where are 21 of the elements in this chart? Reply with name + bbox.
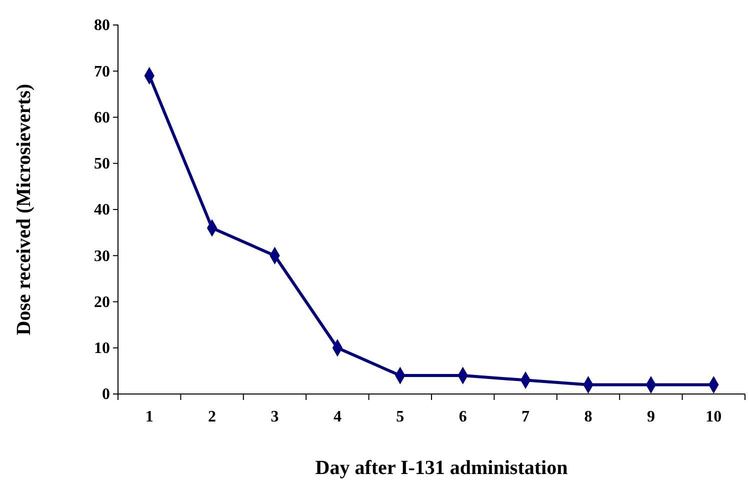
x-tick-label: 7 bbox=[522, 408, 530, 426]
y-tick-label: 40 bbox=[94, 202, 110, 219]
y-axis-title: Dose received (Microsieverts) bbox=[13, 84, 35, 336]
x-tick-label: 3 bbox=[270, 408, 279, 426]
y-tick-label: 50 bbox=[94, 155, 110, 172]
y-tick-label: 30 bbox=[94, 248, 110, 265]
x-axis-title: Day after I-131 administation bbox=[315, 457, 568, 479]
x-tick-label: 9 bbox=[646, 408, 655, 426]
y-tick-label: 0 bbox=[102, 386, 110, 404]
x-tick-label: 5 bbox=[396, 408, 404, 426]
x-tick-label: 10 bbox=[706, 408, 722, 426]
y-tick-label: 10 bbox=[94, 340, 110, 357]
y-tick-label: 60 bbox=[94, 109, 110, 126]
y-tick-label: 20 bbox=[94, 294, 110, 311]
x-tick-label: 8 bbox=[584, 408, 592, 426]
x-tick-label: 2 bbox=[208, 408, 216, 426]
x-tick-label: 6 bbox=[458, 408, 467, 426]
y-tick-label: 70 bbox=[94, 63, 110, 80]
x-tick-label: 1 bbox=[145, 408, 154, 426]
y-tick-label: 80 bbox=[94, 17, 110, 34]
x-tick-label: 4 bbox=[333, 408, 342, 426]
